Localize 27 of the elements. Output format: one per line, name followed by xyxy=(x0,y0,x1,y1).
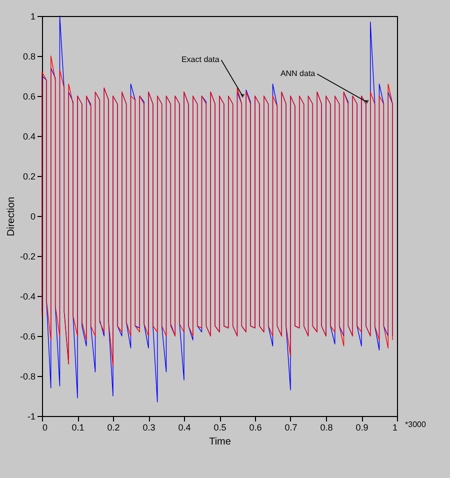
y-tick-label: 0.6 xyxy=(22,92,36,102)
x-tick-label: 0.1 xyxy=(72,422,84,432)
x-tick-label: 0.8 xyxy=(320,422,333,432)
x-tick-label: 0 xyxy=(42,422,48,432)
x-tick-label: 0.3 xyxy=(142,422,156,432)
y-tick-label: -0.4 xyxy=(20,292,36,302)
text: *3000 xyxy=(405,420,426,429)
y-tick-label: -0.6 xyxy=(20,332,36,342)
x-tick-label: 0.5 xyxy=(214,422,226,432)
y-tick-label: -0.8 xyxy=(20,372,36,382)
x-tick-label: 0.7 xyxy=(284,422,298,432)
x-tick-label: 1 xyxy=(392,422,398,432)
y-tick-label: 0 xyxy=(30,212,36,222)
annotation: Exact data xyxy=(181,55,220,64)
annotation: ANN data xyxy=(280,69,316,78)
y-tick-label: 0.2 xyxy=(22,172,36,182)
y-tick-label: 0.8 xyxy=(22,52,36,62)
x-axis-title: Time xyxy=(209,436,232,448)
x-tick-label: 0.9 xyxy=(356,422,368,432)
y-tick-label: -0.2 xyxy=(20,252,36,262)
y-tick-label: 0.4 xyxy=(22,132,36,142)
y-tick-label: 1 xyxy=(30,12,36,22)
y-axis-title: Direction xyxy=(6,196,17,236)
x-tick-label: 0.4 xyxy=(178,422,191,432)
x-tick-label: 0.2 xyxy=(107,422,120,432)
x-tick-label: 0.6 xyxy=(249,422,262,432)
y-tick-label: -1 xyxy=(27,412,36,422)
